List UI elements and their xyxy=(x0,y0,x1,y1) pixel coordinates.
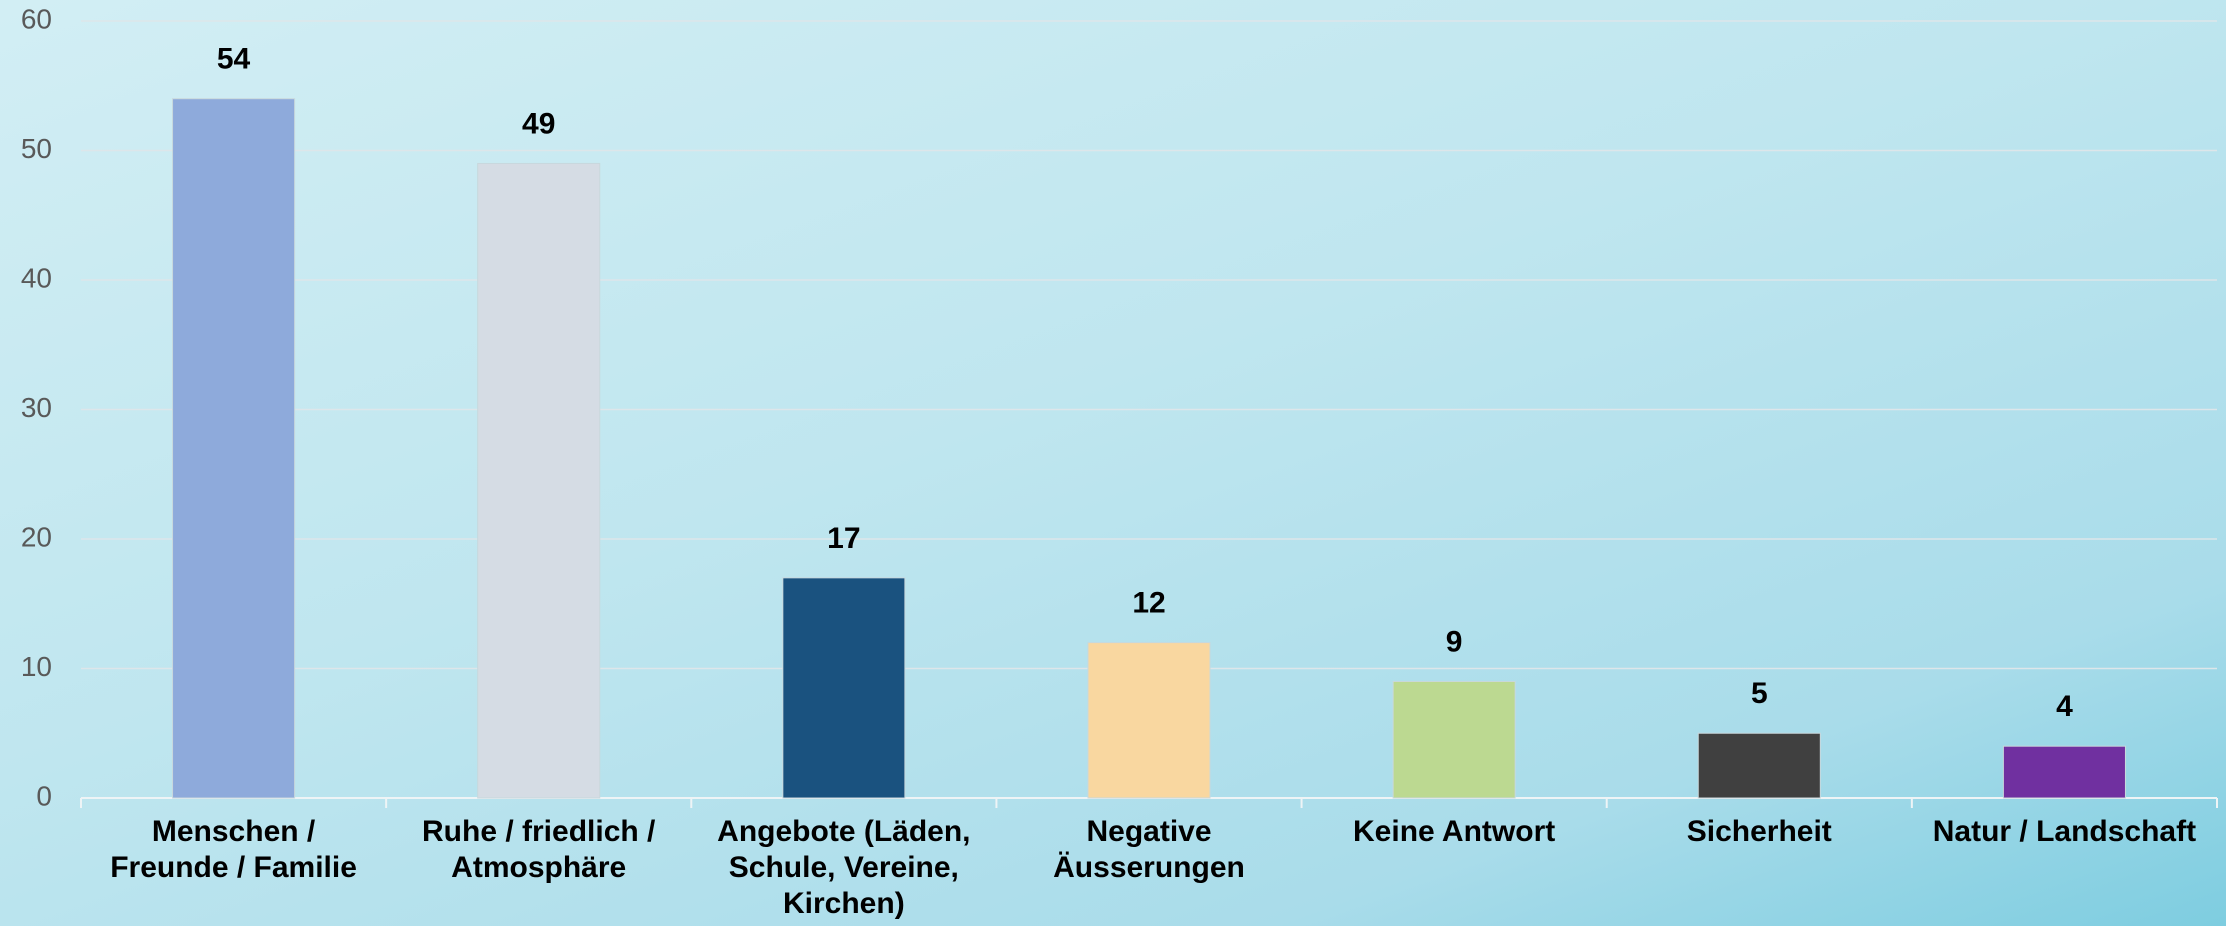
bar xyxy=(2002,745,2126,799)
bar xyxy=(1697,732,1821,799)
x-tick-label: Sicherheit xyxy=(1686,815,1832,848)
x-tick-label: Keine Antwort xyxy=(1353,815,1556,848)
x-tick-label: Angebote (Läden, Schule, Vereine, Kirche… xyxy=(717,815,971,920)
y-tick-label: 0 xyxy=(36,780,52,811)
x-tick-label: Natur / Landschaft xyxy=(1932,815,2197,848)
value-label: 17 xyxy=(827,522,860,555)
value-label: 5 xyxy=(1751,677,1768,710)
y-tick-label: 30 xyxy=(21,392,52,423)
bar xyxy=(172,98,296,799)
bar xyxy=(1087,642,1211,799)
value-label: 9 xyxy=(1446,625,1463,658)
y-tick-label: 10 xyxy=(21,651,52,682)
y-tick-label: 50 xyxy=(21,133,52,164)
value-label: 49 xyxy=(522,107,555,140)
y-tick-label: 20 xyxy=(21,521,52,552)
bar xyxy=(477,162,601,799)
bar xyxy=(1392,680,1516,799)
bar xyxy=(782,577,906,799)
x-tick-label: Negative Äusserungen xyxy=(1053,815,1245,884)
x-tick-label: Ruhe / friedlich / Atmosphäre xyxy=(422,815,656,884)
y-tick-label: 60 xyxy=(21,3,52,34)
value-label: 12 xyxy=(1132,587,1165,620)
value-label: 54 xyxy=(217,43,251,76)
x-tick-label: Menschen / Freunde / Familie xyxy=(110,815,357,884)
y-tick-label: 40 xyxy=(21,262,52,293)
value-label: 4 xyxy=(2056,690,2073,723)
